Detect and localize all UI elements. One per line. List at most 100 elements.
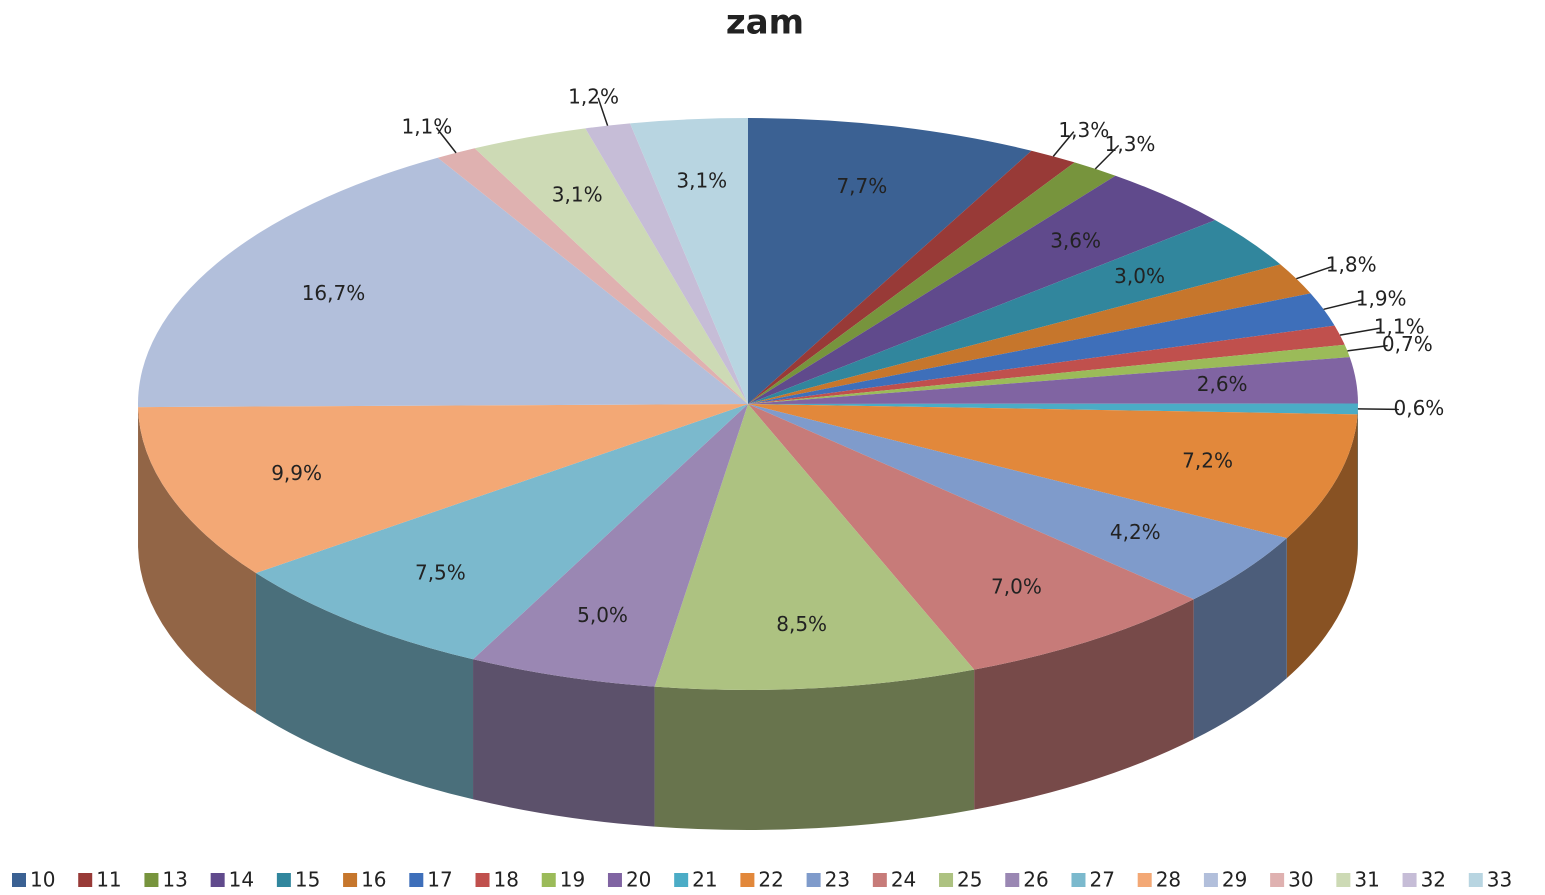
leader-line bbox=[1323, 299, 1363, 311]
legend-label: 11 bbox=[96, 868, 121, 892]
legend-swatch bbox=[674, 873, 689, 887]
slice-side bbox=[654, 669, 975, 830]
legend-swatch bbox=[607, 873, 622, 887]
slice bbox=[748, 264, 1311, 404]
legend-swatch bbox=[12, 873, 26, 887]
data-label: 1,3% bbox=[1105, 132, 1156, 156]
legend-label: 21 bbox=[692, 868, 717, 892]
data-label: 3,6% bbox=[1050, 229, 1101, 253]
legend-label: 26 bbox=[1023, 868, 1048, 892]
data-label: 1,3% bbox=[1058, 118, 1109, 142]
slice bbox=[437, 148, 748, 404]
data-label: 0,6% bbox=[1393, 396, 1444, 420]
legend-swatch bbox=[1005, 873, 1020, 887]
slice bbox=[748, 293, 1335, 404]
data-label: 7,7% bbox=[836, 174, 887, 198]
data-label: 1,2% bbox=[568, 84, 619, 108]
legend-swatch bbox=[806, 873, 821, 887]
data-label: 9,9% bbox=[271, 461, 322, 485]
data-label: 7,2% bbox=[1182, 448, 1233, 472]
data-label: 2,6% bbox=[1197, 372, 1248, 396]
legend-swatch bbox=[343, 873, 358, 887]
data-label: 7,0% bbox=[991, 575, 1042, 599]
data-label: 1,1% bbox=[1374, 315, 1425, 339]
legend-label: 14 bbox=[229, 868, 254, 892]
legend-swatch bbox=[1203, 873, 1218, 887]
data-label: 8,5% bbox=[776, 612, 827, 636]
slice bbox=[748, 403, 1358, 415]
slice-side bbox=[255, 573, 474, 800]
legend-label: 27 bbox=[1089, 868, 1114, 892]
leader-line bbox=[1052, 131, 1075, 157]
legend-label: 28 bbox=[1156, 868, 1181, 892]
slice bbox=[748, 404, 1287, 600]
data-label: 4,2% bbox=[1110, 520, 1161, 544]
data-label: 5,0% bbox=[577, 603, 628, 627]
legend-label: 22 bbox=[758, 868, 783, 892]
slice bbox=[630, 118, 748, 404]
legend-label: 13 bbox=[162, 868, 187, 892]
legend-swatch bbox=[210, 873, 225, 887]
legend-swatch bbox=[1137, 873, 1152, 887]
leader-line bbox=[1094, 144, 1120, 170]
legend-label: 23 bbox=[825, 868, 850, 892]
legend-label: 32 bbox=[1421, 868, 1446, 892]
slice bbox=[748, 175, 1216, 404]
slice bbox=[748, 404, 1194, 670]
data-label: 3,1% bbox=[676, 168, 727, 192]
data-label: 1,9% bbox=[1356, 286, 1407, 310]
legend-label: 24 bbox=[891, 868, 916, 892]
legend-label: 33 bbox=[1487, 868, 1512, 892]
legend-label: 25 bbox=[957, 868, 982, 892]
slice bbox=[748, 357, 1358, 404]
legend-label: 20 bbox=[626, 868, 651, 892]
legend-swatch bbox=[1402, 873, 1417, 887]
legend-swatch bbox=[872, 873, 887, 887]
legend-swatch bbox=[409, 873, 424, 887]
legend-swatch bbox=[1071, 873, 1086, 887]
data-label: 7,5% bbox=[415, 561, 466, 585]
chart-title: zam bbox=[726, 3, 804, 43]
legend-label: 16 bbox=[361, 868, 386, 892]
slice bbox=[585, 123, 748, 405]
legend-label: 19 bbox=[560, 868, 585, 892]
legend-swatch bbox=[144, 873, 159, 887]
slice bbox=[748, 162, 1116, 404]
legend-swatch bbox=[78, 873, 93, 887]
leader-line bbox=[597, 97, 609, 126]
legend-label: 29 bbox=[1222, 868, 1247, 892]
data-label: 1,8% bbox=[1326, 253, 1377, 277]
data-label: 3,1% bbox=[552, 182, 603, 206]
leader-line bbox=[1347, 344, 1388, 352]
slice bbox=[748, 150, 1075, 404]
slice bbox=[748, 220, 1281, 404]
legend-swatch bbox=[1270, 873, 1285, 887]
slice-side bbox=[1286, 414, 1358, 679]
slice bbox=[138, 157, 748, 408]
data-label: 1,1% bbox=[401, 114, 452, 138]
legend-swatch bbox=[1336, 873, 1351, 887]
slice bbox=[473, 404, 748, 687]
slice bbox=[474, 128, 748, 404]
slice-side bbox=[473, 659, 655, 827]
legend-label: 10 bbox=[30, 868, 55, 892]
legend-swatch bbox=[541, 873, 556, 887]
legend-swatch bbox=[740, 873, 755, 887]
data-label: 0,7% bbox=[1382, 332, 1433, 356]
slice bbox=[654, 404, 975, 690]
legend-swatch bbox=[276, 873, 291, 887]
leader-line bbox=[1296, 265, 1334, 280]
data-label: 16,7% bbox=[302, 281, 366, 305]
slice bbox=[748, 118, 1032, 404]
legend-label: 15 bbox=[295, 868, 320, 892]
slice bbox=[138, 404, 748, 574]
legend-label: 31 bbox=[1354, 868, 1379, 892]
slice-side bbox=[1193, 538, 1287, 740]
legend-label: 17 bbox=[427, 868, 452, 892]
slice bbox=[748, 344, 1350, 404]
slice bbox=[255, 404, 748, 660]
legend-swatch bbox=[475, 873, 490, 887]
slice-side bbox=[974, 599, 1194, 810]
legend-label: 18 bbox=[494, 868, 519, 892]
